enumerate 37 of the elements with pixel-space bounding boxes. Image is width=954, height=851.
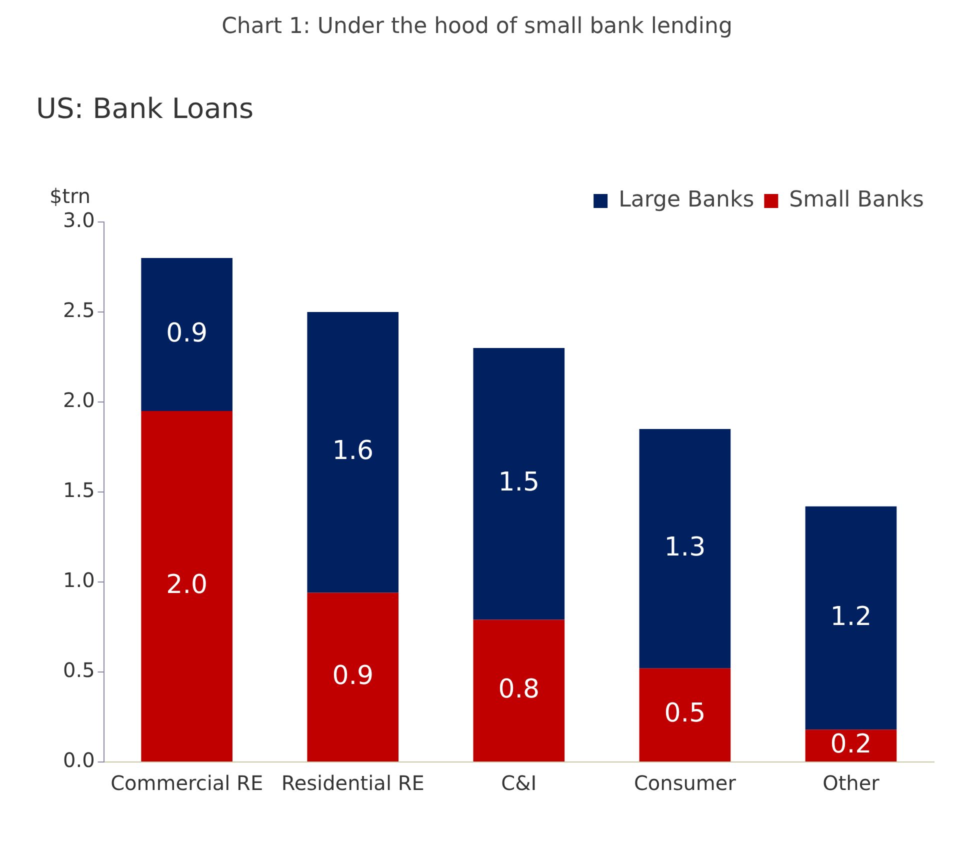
legend-label: Small Banks	[789, 188, 924, 213]
data-label: 0.9	[332, 660, 374, 691]
bar	[141, 411, 232, 762]
chart-title: Chart 1: Under the hood of small bank lending	[220, 14, 734, 39]
x-tick-label: Consumer	[634, 771, 737, 796]
x-tick-label: Residential RE	[281, 771, 424, 796]
data-label: 1.3	[664, 532, 706, 562]
bar	[473, 620, 565, 762]
bar	[307, 312, 399, 593]
data-label: 0.9	[166, 318, 208, 348]
y-tick-label: 3.0	[62, 208, 95, 232]
data-label: 1.2	[830, 602, 872, 632]
bar	[639, 429, 731, 668]
bar	[805, 506, 897, 730]
x-tick-label: Commercial RE	[110, 771, 264, 796]
y-tick-label: 1.0	[62, 568, 95, 592]
data-label: 2.0	[166, 570, 208, 600]
chart-subtitle: US: Bank Loans	[36, 92, 254, 125]
legend-label: Large Banks	[618, 188, 754, 213]
x-tick-label: C&I	[501, 771, 537, 796]
bar	[473, 348, 565, 620]
data-label: 0.5	[664, 698, 706, 729]
data-label: 0.2	[830, 729, 872, 760]
data-label: 1.5	[498, 468, 540, 498]
data-label: 1.6	[332, 436, 374, 466]
y-axis-title: $trn	[49, 184, 91, 208]
y-tick-label: 1.5	[62, 478, 95, 502]
data-label: 0.8	[498, 674, 540, 704]
bar	[639, 668, 731, 762]
y-tick-label: 2.5	[62, 298, 95, 322]
y-tick-label: 0.0	[62, 748, 95, 772]
y-tick-label: 2.0	[62, 388, 95, 412]
x-tick-label: Other	[822, 771, 880, 796]
bar	[307, 592, 399, 762]
bar	[141, 258, 232, 411]
y-tick-label: 0.5	[62, 658, 95, 682]
bar	[805, 730, 897, 762]
